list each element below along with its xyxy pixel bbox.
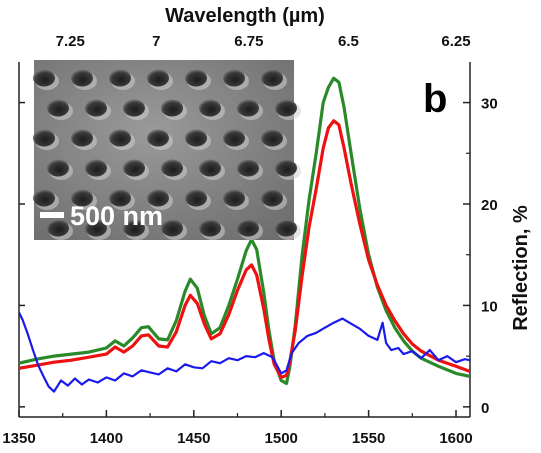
sem-hole xyxy=(199,219,221,237)
sem-hole xyxy=(223,189,245,207)
sem-hole xyxy=(85,159,107,177)
top-tick-label: 6.25 xyxy=(441,33,470,50)
blue-series-line xyxy=(19,312,470,393)
sem-hole xyxy=(147,69,169,87)
x-tick-label: 1550 xyxy=(352,430,385,447)
sem-hole xyxy=(199,99,221,117)
sem-hole xyxy=(85,99,107,117)
sem-hole xyxy=(33,69,55,87)
right-axis-title: Reflection, % xyxy=(510,205,532,331)
sem-hole xyxy=(109,129,131,147)
y-tick-label: 30 xyxy=(481,96,498,113)
sem-hole xyxy=(47,159,69,177)
red-series-line xyxy=(19,119,470,379)
sem-hole xyxy=(123,219,145,237)
sem-hole xyxy=(161,99,183,117)
axis-ticks xyxy=(18,101,470,417)
series-layer xyxy=(19,76,470,393)
sem-hole xyxy=(109,69,131,87)
sem-hole xyxy=(237,159,259,177)
scale-bar-label: 500 nm xyxy=(70,201,163,231)
sem-hole xyxy=(275,159,297,177)
axes-frame xyxy=(18,62,471,418)
sem-hole xyxy=(199,159,221,177)
sem-hole xyxy=(223,69,245,87)
x-tick-label: 1450 xyxy=(177,430,210,447)
sem-hole xyxy=(185,129,207,147)
top-tick-label: 7.25 xyxy=(56,33,85,50)
top-tick-label: 6.75 xyxy=(234,33,263,50)
scale-bar xyxy=(40,212,64,218)
sem-hole xyxy=(109,189,131,207)
tick-labels: 1350 1400 1450 1500 1550 1600 7.25 7 6.75 6.5 6.25… xyxy=(2,33,497,447)
sem-hole xyxy=(261,129,283,147)
sem-hole xyxy=(85,219,107,237)
y-tick-label: 10 xyxy=(481,298,498,315)
sem-hole xyxy=(147,189,169,207)
y-tick-label: 0 xyxy=(481,400,489,417)
sem-hole xyxy=(147,129,169,147)
sem-hole xyxy=(185,69,207,87)
sem-hole xyxy=(161,219,183,237)
sem-hole xyxy=(185,189,207,207)
y-tick-label: 20 xyxy=(481,197,498,214)
top-axis-title: Wavelength (µm) xyxy=(165,5,325,27)
sem-hole xyxy=(237,99,259,117)
top-tick-label: 6.5 xyxy=(338,33,359,50)
sem-hole xyxy=(47,219,69,237)
x-tick-label: 1400 xyxy=(90,430,123,447)
top-tick-label: 7 xyxy=(152,33,160,50)
sem-hole xyxy=(33,189,55,207)
sem-hole xyxy=(275,99,297,117)
sem-image xyxy=(34,60,294,240)
sem-hole xyxy=(47,99,69,117)
sem-holes xyxy=(33,69,301,240)
sem-hole xyxy=(123,159,145,177)
panel-label: b xyxy=(423,77,447,121)
x-tick-label: 1500 xyxy=(265,430,298,447)
sem-hole xyxy=(261,69,283,87)
sem-hole xyxy=(33,129,55,147)
sem-hole xyxy=(261,189,283,207)
sem-inset: 500 nm xyxy=(33,60,301,240)
sem-hole xyxy=(237,219,259,237)
sem-hole xyxy=(223,129,245,147)
sem-hole xyxy=(71,129,93,147)
x-tick-label: 1350 xyxy=(2,430,35,447)
x-tick-label: 1600 xyxy=(439,430,472,447)
sem-hole xyxy=(71,189,93,207)
sem-hole xyxy=(71,69,93,87)
sem-hole xyxy=(275,219,297,237)
sem-hole xyxy=(123,99,145,117)
sem-hole xyxy=(161,159,183,177)
